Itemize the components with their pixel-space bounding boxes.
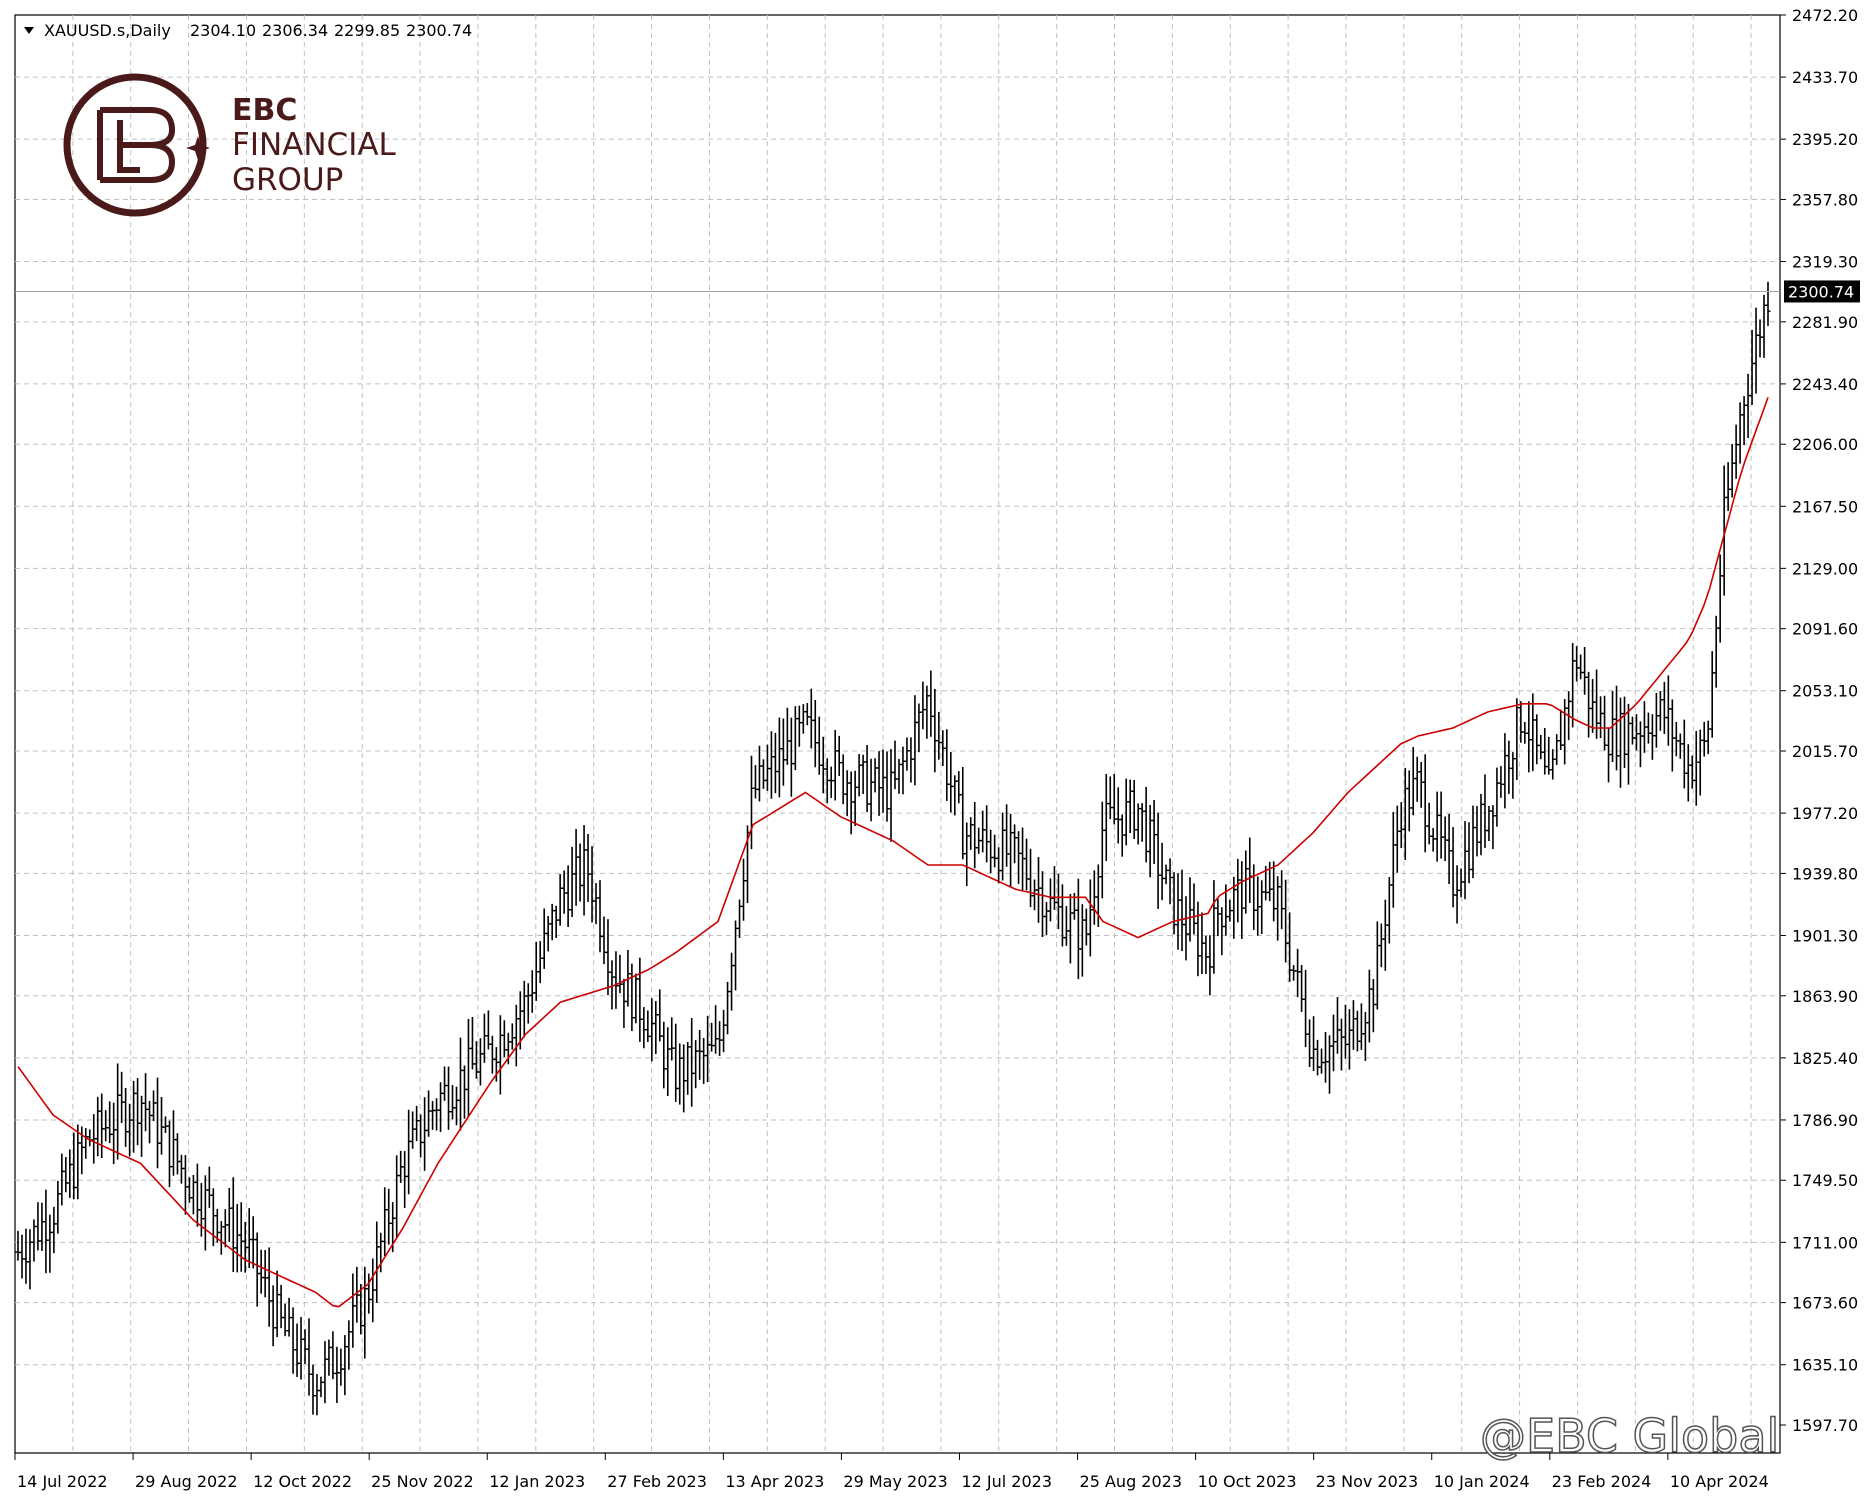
x-tick-label: 10 Oct 2023 bbox=[1198, 1472, 1297, 1491]
x-tick-label: 23 Feb 2024 bbox=[1552, 1472, 1652, 1491]
y-tick-label: 2167.50 bbox=[1792, 497, 1858, 516]
y-tick-label: 2206.00 bbox=[1792, 435, 1858, 454]
ma-line bbox=[17, 397, 1769, 1308]
y-tick-label: 2433.70 bbox=[1792, 68, 1858, 87]
current-price-label: 2300.74 bbox=[1788, 282, 1854, 301]
header-symbol: XAUUSD.s,Daily bbox=[44, 21, 171, 40]
current-price-line: 2300.74 bbox=[15, 280, 1860, 303]
chart-header: XAUUSD.s,Daily 2304.10 2306.34 2299.85 2… bbox=[24, 21, 472, 40]
x-tick-label: 25 Nov 2022 bbox=[371, 1472, 473, 1491]
current-price-box bbox=[1784, 280, 1860, 303]
y-tick-label: 2281.90 bbox=[1792, 313, 1858, 332]
logo-ring-icon bbox=[63, 73, 207, 217]
x-tick-label: 13 Apr 2023 bbox=[725, 1472, 824, 1491]
y-tick-label: 2395.20 bbox=[1792, 130, 1858, 149]
logo-line2: FINANCIAL bbox=[232, 127, 397, 163]
header-high: 2306.34 bbox=[262, 21, 328, 40]
y-tick-label: 2091.60 bbox=[1792, 620, 1858, 639]
x-tick-label: 10 Jan 2024 bbox=[1434, 1472, 1530, 1491]
y-tick-label: 1711.00 bbox=[1792, 1233, 1858, 1252]
x-tick-label: 23 Nov 2023 bbox=[1316, 1472, 1418, 1491]
y-tick-label: 2319.30 bbox=[1792, 253, 1858, 272]
y-tick-label: 1635.10 bbox=[1792, 1356, 1858, 1375]
y-tick-label: 1939.80 bbox=[1792, 864, 1858, 883]
y-tick-label: 1749.50 bbox=[1792, 1171, 1858, 1190]
header-close: 2300.74 bbox=[406, 21, 472, 40]
y-tick-label: 2472.20 bbox=[1792, 6, 1858, 25]
y-tick-label: 1673.60 bbox=[1792, 1294, 1858, 1313]
y-axis: 2472.20 2433.70 2395.20 2357.80 2319.30 2281.… bbox=[1780, 6, 1858, 1435]
grid bbox=[15, 15, 1780, 1453]
logo-star-icon bbox=[186, 136, 210, 160]
y-tick-label: 1825.40 bbox=[1792, 1049, 1858, 1068]
logo-monogram-icon bbox=[97, 107, 176, 183]
logo-line3: GROUP bbox=[232, 162, 343, 198]
y-tick-label: 2015.70 bbox=[1792, 742, 1858, 761]
plot-frame bbox=[14, 14, 1781, 1454]
x-axis: 14 Jul 2022 29 Aug 2022 12 Oct 2022 25 Nov … bbox=[14, 1453, 1769, 1491]
y-tick-label: 1901.30 bbox=[1792, 926, 1858, 945]
x-tick-label: 14 Jul 2022 bbox=[17, 1472, 108, 1491]
y-tick-label: 1977.20 bbox=[1792, 804, 1858, 823]
x-tick-label: 29 May 2023 bbox=[843, 1472, 947, 1491]
header-open: 2304.10 bbox=[190, 21, 256, 40]
price-bars bbox=[15, 281, 1771, 1416]
x-tick-label: 10 Apr 2024 bbox=[1670, 1472, 1769, 1491]
moving-average bbox=[17, 397, 1769, 1308]
y-tick-label: 1863.90 bbox=[1792, 987, 1858, 1006]
x-tick-label: 25 Aug 2023 bbox=[1080, 1472, 1183, 1491]
y-tick-label: 2357.80 bbox=[1792, 190, 1858, 209]
y-tick-label: 2243.40 bbox=[1792, 375, 1858, 394]
y-tick-label: 1597.70 bbox=[1792, 1416, 1858, 1435]
y-tick-label: 2129.00 bbox=[1792, 559, 1858, 578]
dropdown-triangle-icon[interactable] bbox=[24, 27, 34, 34]
x-tick-label: 27 Feb 2023 bbox=[607, 1472, 707, 1491]
ebc-logo: EBC FINANCIAL GROUP bbox=[63, 73, 397, 217]
y-tick-label: 1786.90 bbox=[1792, 1111, 1858, 1130]
watermark-text: @EBC Global bbox=[1480, 1409, 1779, 1463]
x-tick-label: 12 Jul 2023 bbox=[961, 1472, 1052, 1491]
header-low: 2299.85 bbox=[334, 21, 400, 40]
x-tick-label: 12 Jan 2023 bbox=[489, 1472, 585, 1491]
y-tick-label: 2053.10 bbox=[1792, 682, 1858, 701]
logo-line1: EBC bbox=[232, 93, 297, 128]
x-tick-label: 12 Oct 2022 bbox=[253, 1472, 352, 1491]
x-tick-label: 29 Aug 2022 bbox=[135, 1472, 238, 1491]
